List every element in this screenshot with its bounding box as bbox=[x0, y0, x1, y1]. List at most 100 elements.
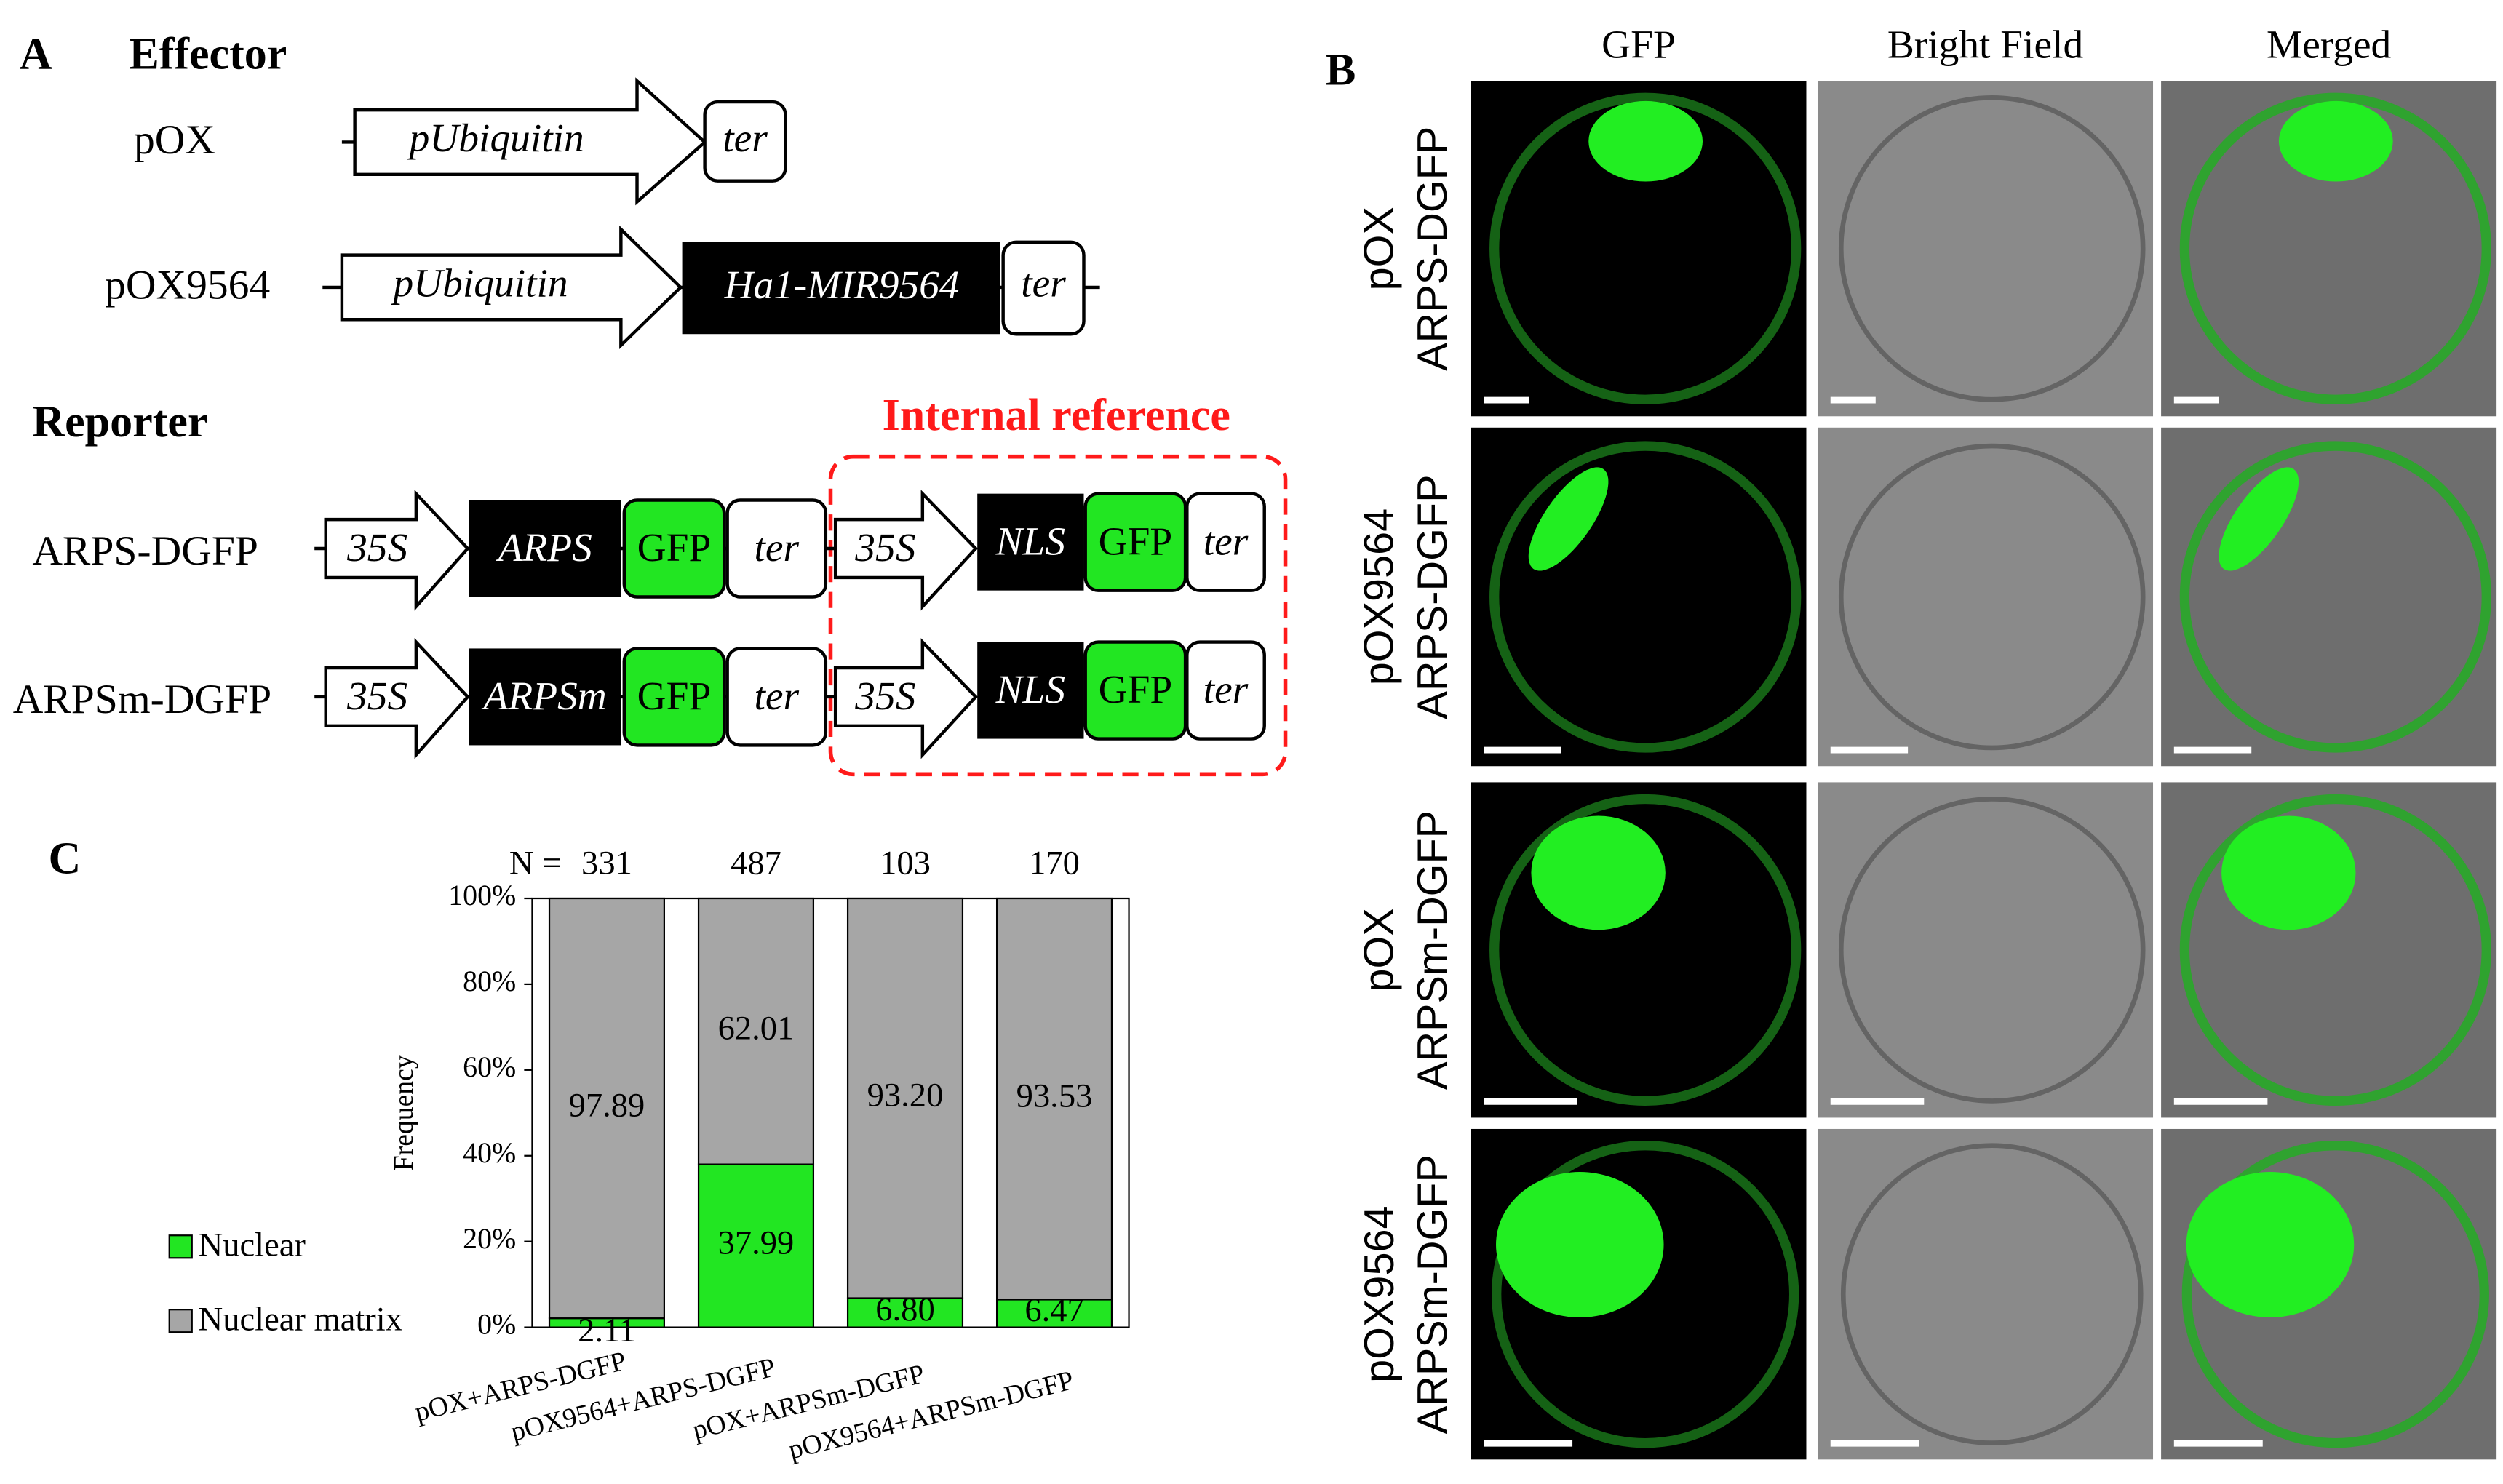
cell-outline bbox=[2179, 92, 2491, 404]
internal-reference-frame bbox=[828, 454, 1288, 777]
bar-segment bbox=[697, 1163, 815, 1328]
y-axis-label: Frequency bbox=[389, 1055, 419, 1170]
cell-outline bbox=[1838, 443, 2146, 751]
value-label: 93.53 bbox=[1016, 1077, 1093, 1114]
terminator-label: ter bbox=[1203, 667, 1249, 711]
nucleus bbox=[1496, 1172, 1664, 1317]
bar-segment bbox=[995, 897, 1113, 1301]
n-value: 170 bbox=[1029, 845, 1080, 882]
promoter-arrow bbox=[340, 225, 683, 349]
gfp-box bbox=[622, 498, 726, 599]
value-label: 62.01 bbox=[718, 1010, 795, 1047]
row-label: ARPS-DGFP bbox=[1409, 127, 1456, 371]
nucleus bbox=[1528, 467, 1609, 571]
promoter-label: 35S bbox=[854, 525, 915, 570]
gene-label: NLS bbox=[995, 667, 1065, 711]
row-label: ARPSm-DGFP bbox=[1409, 1154, 1456, 1434]
gfp-label: GFP bbox=[637, 525, 712, 570]
gene-box bbox=[469, 500, 621, 597]
y-tick-label: 0% bbox=[477, 1308, 516, 1341]
terminator-label: ter bbox=[1021, 261, 1066, 306]
cell-outline bbox=[1492, 1141, 1799, 1448]
terminator-label: ter bbox=[754, 525, 799, 570]
section-title: Reporter bbox=[32, 397, 207, 447]
y-tick-label: 20% bbox=[463, 1222, 516, 1255]
column-header: Merged bbox=[2267, 23, 2392, 67]
gene-label: Ha1-MIR9564 bbox=[723, 263, 959, 307]
gene-box bbox=[977, 642, 1084, 739]
construct-name: ARPSm-DGFP bbox=[13, 677, 271, 722]
bar-segment bbox=[846, 897, 964, 1299]
construct-name: pOX bbox=[134, 117, 215, 163]
n-value: 331 bbox=[581, 845, 632, 882]
section-title: Effector bbox=[129, 29, 287, 79]
cell-outline bbox=[1489, 92, 1802, 404]
column-header: Bright Field bbox=[1887, 23, 2084, 67]
row-label: pOX9564 bbox=[1356, 1205, 1403, 1382]
legend-label: Nuclear matrix bbox=[199, 1301, 402, 1339]
promoter-label: 35S bbox=[346, 674, 407, 718]
promoter-arrow bbox=[324, 490, 470, 611]
cell-outline bbox=[1489, 794, 1802, 1106]
gfp-label: GFP bbox=[1099, 667, 1173, 711]
gene-label: ARPSm bbox=[481, 674, 607, 718]
terminator-box bbox=[1185, 640, 1266, 741]
micrograph bbox=[1817, 81, 2154, 417]
value-label: 97.89 bbox=[569, 1087, 645, 1124]
cell-outline bbox=[1489, 441, 1802, 753]
cell-outline bbox=[2181, 1141, 2489, 1448]
terminator-box bbox=[703, 100, 787, 183]
cell-outline bbox=[1838, 95, 2146, 402]
y-tick-label: 40% bbox=[463, 1136, 516, 1169]
bar-segment bbox=[548, 897, 665, 1320]
value-label: 37.99 bbox=[718, 1224, 795, 1261]
micrograph bbox=[2161, 427, 2497, 767]
promoter-label: 35S bbox=[346, 525, 407, 570]
micrograph bbox=[1817, 427, 2154, 767]
gene-box bbox=[469, 648, 621, 746]
nucleus bbox=[2278, 100, 2393, 182]
nucleus bbox=[2221, 815, 2356, 930]
row-label: pOX9564 bbox=[1356, 508, 1403, 685]
column-header: GFP bbox=[1601, 23, 1676, 67]
cell-outline bbox=[1840, 1143, 2144, 1445]
promoter-label: 35S bbox=[854, 674, 915, 718]
terminator-box bbox=[725, 647, 828, 747]
panel-label: C bbox=[48, 834, 81, 883]
cell-outline bbox=[1838, 797, 2146, 1104]
terminator-box bbox=[1001, 240, 1086, 336]
plot-frame bbox=[531, 897, 1130, 1328]
reporter-constructs: ARPS-DGFP 35S ARPS GFP ter 35S NLS GFP ter ARPSm-… bbox=[13, 490, 1266, 759]
promoter-label: pUbiquitin bbox=[390, 261, 568, 306]
promoter-arrow bbox=[324, 637, 470, 759]
legend-swatch bbox=[168, 1309, 193, 1333]
micrograph bbox=[1817, 1128, 2154, 1460]
gene-label: ARPS bbox=[496, 525, 592, 570]
gene-box bbox=[682, 242, 1000, 335]
micrograph bbox=[1471, 427, 1807, 767]
nucleus bbox=[1531, 815, 1666, 930]
panel-label: B bbox=[1326, 46, 1356, 95]
construct-name: pOX9564 bbox=[105, 262, 270, 308]
legend-swatch bbox=[168, 1234, 193, 1259]
row-label: pOX bbox=[1356, 908, 1403, 992]
row-label: ARPS-DGFP bbox=[1409, 474, 1456, 719]
y-tick-label: 60% bbox=[463, 1050, 516, 1083]
terminator-label: ter bbox=[754, 674, 799, 718]
promoter-label: pUbiquitin bbox=[407, 116, 584, 160]
terminator-box bbox=[725, 498, 828, 599]
construct-name: ARPS-DGFP bbox=[32, 528, 258, 574]
x-tick-label: pOX9564+ARPSm-DGFP bbox=[785, 1365, 1076, 1465]
legend-label: Nuclear bbox=[199, 1227, 306, 1264]
cell-outline bbox=[2179, 794, 2491, 1106]
gene-box bbox=[977, 493, 1084, 591]
n-value: 103 bbox=[880, 845, 931, 882]
terminator-box bbox=[1185, 492, 1266, 592]
nucleus bbox=[1588, 100, 1703, 182]
promoter-arrow bbox=[833, 638, 979, 759]
n-label: N = bbox=[509, 845, 561, 882]
row-label: pOX bbox=[1356, 207, 1403, 290]
